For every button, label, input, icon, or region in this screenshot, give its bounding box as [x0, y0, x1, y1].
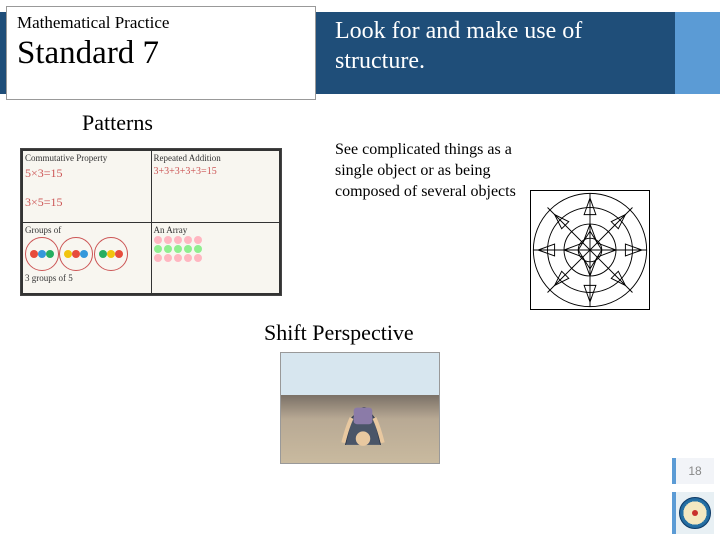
- mandala-image: [530, 190, 650, 310]
- patterns-cell-commutative: Commutative Property 5×3=15 3×5=15: [23, 151, 151, 222]
- education-seal-icon: [679, 497, 711, 529]
- patterns-image: Commutative Property 5×3=15 3×5=15 Repea…: [20, 148, 282, 296]
- header-subtitle: Mathematical Practice: [17, 13, 305, 33]
- patterns-heading: Patterns: [82, 110, 153, 136]
- header-left-panel: Mathematical Practice Standard 7: [6, 6, 316, 100]
- see-complicated-text: See complicated things as a single objec…: [335, 140, 520, 202]
- shift-perspective-heading: Shift Perspective: [264, 320, 414, 346]
- shift-perspective-image: [280, 352, 440, 464]
- page-number: 18: [672, 458, 714, 484]
- patterns-cell-repeated-addition: Repeated Addition 3+3+3+3+3=15: [152, 151, 280, 222]
- footer-logo: [672, 492, 714, 534]
- patterns-cell-groups: Groups of 3 groups of 5: [23, 223, 151, 294]
- patterns-cell-array: An Array: [152, 223, 280, 294]
- header-accent-band: [675, 12, 720, 94]
- header-title: Standard 7: [17, 35, 305, 72]
- header-description: Look for and make use of structure.: [335, 16, 655, 76]
